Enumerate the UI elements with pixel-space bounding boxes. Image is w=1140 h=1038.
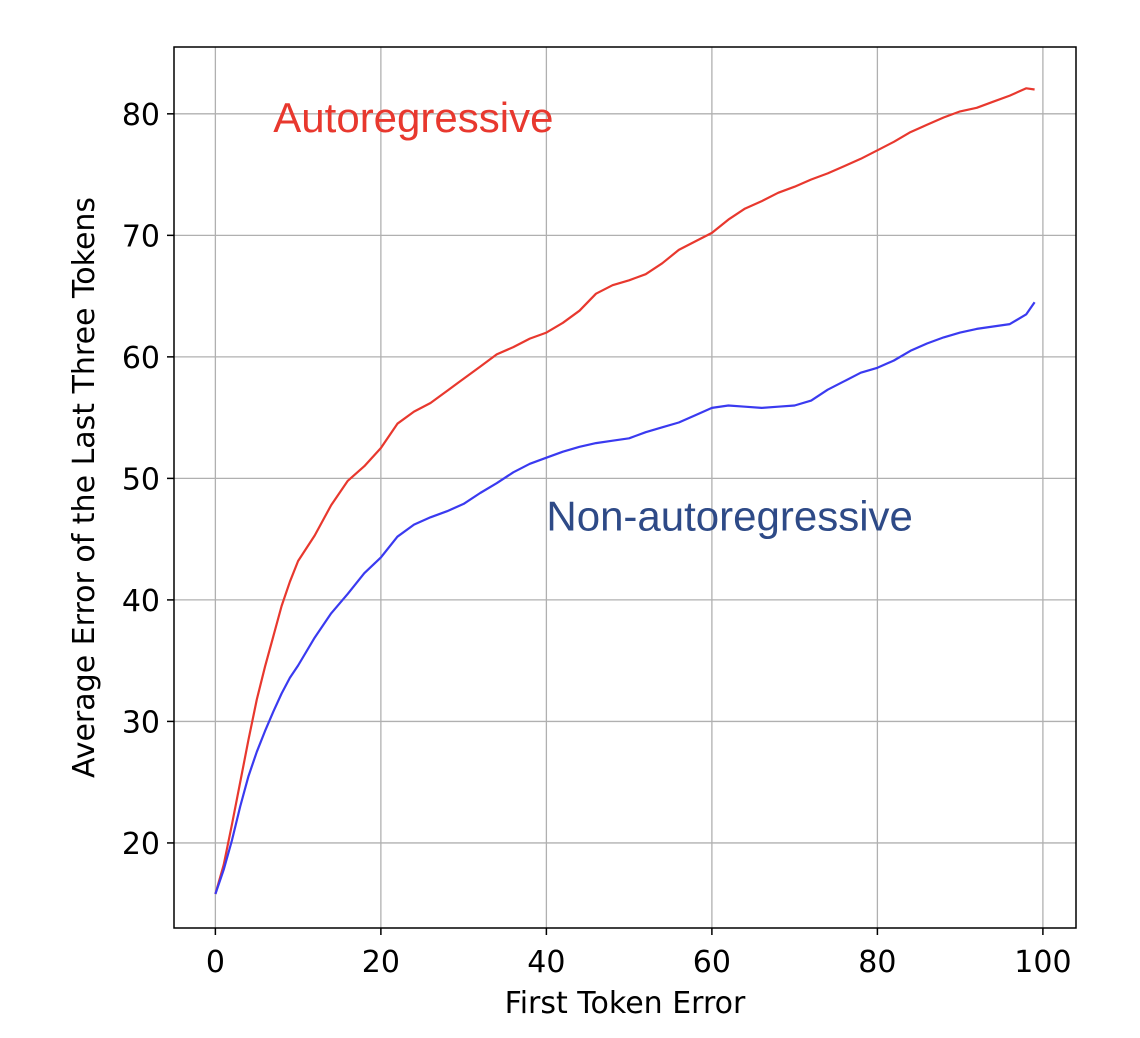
grid-lines bbox=[174, 47, 1076, 928]
axis-ticks: 0 20 40 60 80 100 20 30 40 50 60 70 80 bbox=[122, 98, 1072, 980]
y-tick-label: 20 bbox=[122, 827, 160, 862]
x-tick-label: 20 bbox=[362, 945, 400, 980]
x-axis-label: First Token Error bbox=[505, 986, 746, 1021]
y-tick-label: 60 bbox=[122, 341, 160, 376]
series-line-non-autoregressive bbox=[214, 301, 1036, 895]
series-annotations: Autoregressive Non-autoregressive bbox=[273, 94, 913, 540]
x-tick-label: 40 bbox=[527, 945, 565, 980]
x-tick-label: 0 bbox=[206, 945, 225, 980]
y-tick-label: 50 bbox=[122, 462, 160, 497]
y-tick-label: 70 bbox=[122, 219, 160, 254]
plot-area-frame bbox=[173, 46, 1077, 929]
series-line-autoregressive bbox=[214, 87, 1035, 895]
y-tick-label: 40 bbox=[122, 584, 160, 619]
series-lines bbox=[214, 87, 1036, 895]
x-tick-label: 60 bbox=[693, 945, 731, 980]
y-axis-label: Average Error of the Last Three Tokens bbox=[67, 197, 102, 778]
y-tick-label: 30 bbox=[122, 705, 160, 740]
y-tick-label: 80 bbox=[122, 98, 160, 133]
annotation-autoregressive: Autoregressive bbox=[273, 94, 553, 141]
x-tick-label: 80 bbox=[858, 945, 896, 980]
x-tick-label: 100 bbox=[1014, 945, 1071, 980]
annotation-non-autoregressive: Non-autoregressive bbox=[546, 493, 913, 540]
